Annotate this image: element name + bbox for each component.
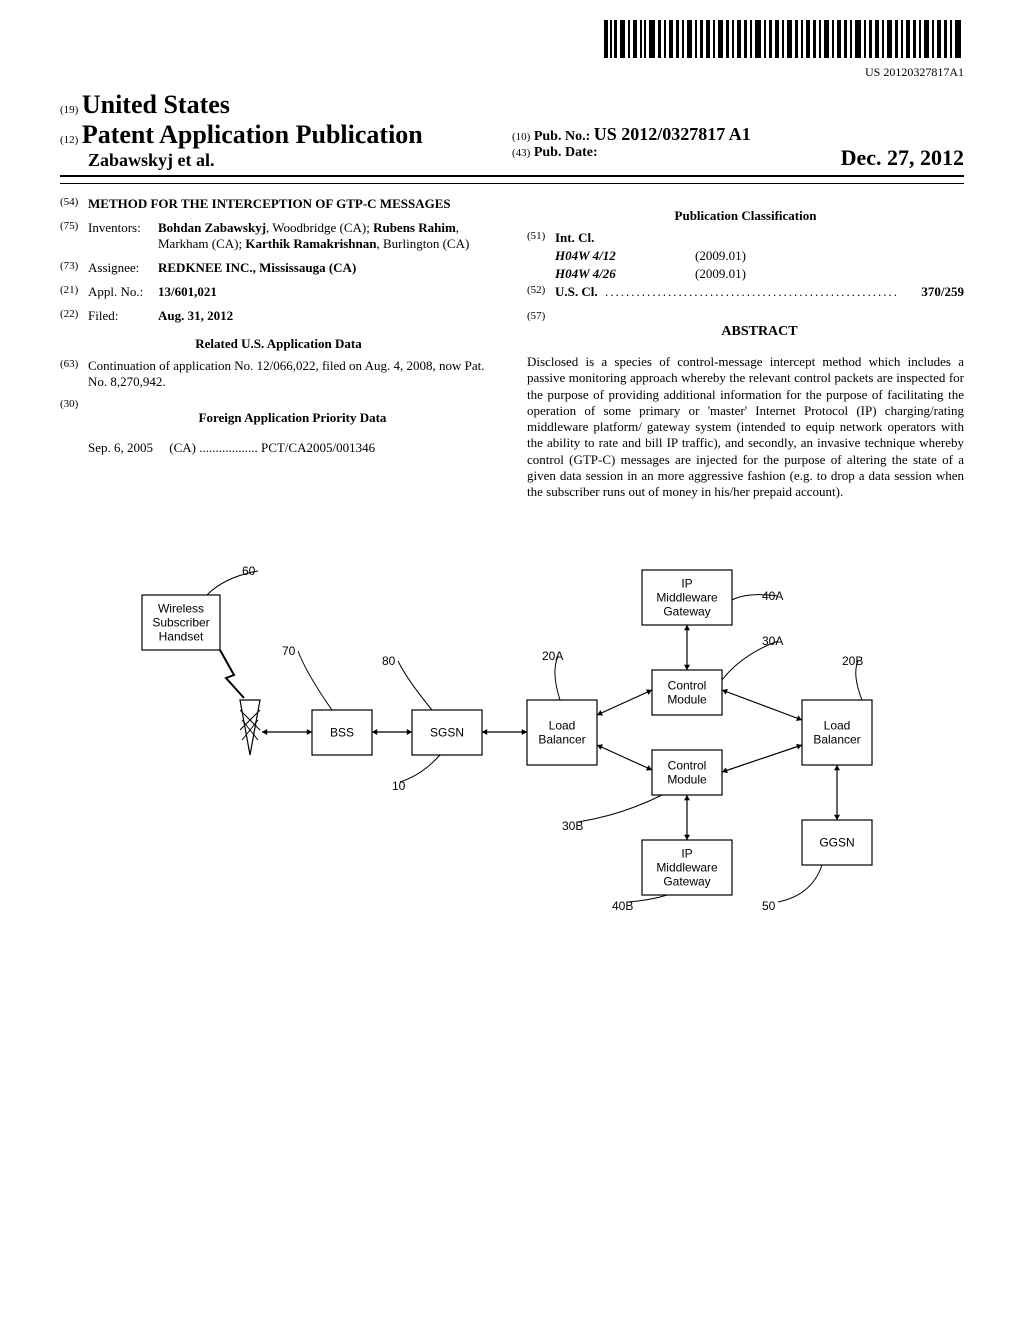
uscl-value: 370/259 [921,284,964,300]
pubdate-label: Pub. Date: [534,145,598,160]
uscl-num: (52) [527,284,555,300]
intcl-year-0: (2009.01) [695,248,746,264]
svg-text:Middleware: Middleware [656,861,718,875]
pubclass-heading: Publication Classification [527,208,964,224]
svg-text:Subscriber: Subscriber [152,616,209,630]
svg-text:40B: 40B [612,899,633,913]
svg-text:Module: Module [667,773,707,787]
inventors-num: (75) [60,220,88,252]
svg-text:Gateway: Gateway [663,875,710,889]
invention-title: METHOD FOR THE INTERCEPTION OF GTP-C MES… [88,196,497,212]
foreign-num: (30) [60,398,88,432]
foreign-value: PCT/CA2005/001346 [261,440,375,455]
svg-text:Load: Load [824,719,851,733]
svg-text:Balancer: Balancer [813,733,860,747]
foreign-country: (CA) [169,440,196,455]
abstract-text: Disclosed is a species of control-messag… [527,354,964,500]
intcl-row-1: H04W 4/26 (2009.01) [527,266,964,282]
svg-text:20B: 20B [842,654,863,668]
filed-label: Filed: [88,308,158,324]
applno-label: Appl. No.: [88,284,158,300]
svg-text:Gateway: Gateway [663,605,710,619]
pubno-label: Pub. No.: [534,129,590,144]
authors: Zabawskyj et al. [88,150,512,171]
svg-text:SGSN: SGSN [430,726,464,740]
svg-text:50: 50 [762,899,776,913]
svg-text:Control: Control [668,759,707,773]
svg-text:BSS: BSS [330,726,354,740]
uscl-label: U.S. Cl. [555,284,598,299]
applno-value: 13/601,021 [158,284,217,299]
inventors-label: Inventors: [88,220,158,252]
pubno-value: US 2012/0327817 A1 [594,124,751,144]
divider [60,183,964,184]
barcode-text: US 20120327817A1 [60,65,964,80]
svg-text:20A: 20A [542,649,563,663]
figure: WirelessSubscriberHandset60BSS70SGSN8010… [60,540,964,940]
filed-num: (22) [60,308,88,324]
abstract-num: (57) [527,310,555,346]
left-column: (54) METHOD FOR THE INTERCEPTION OF GTP-… [60,196,497,500]
applno-num: (21) [60,284,88,300]
cont-text: Continuation of application No. 12/066,0… [88,358,497,390]
svg-text:Control: Control [668,679,707,693]
filed-value: Aug. 31, 2012 [158,308,233,323]
country-num: (19) [60,104,78,116]
svg-text:Balancer: Balancer [538,733,585,747]
country: United States [82,90,230,119]
intcl-year-1: (2009.01) [695,266,746,282]
svg-text:Wireless: Wireless [158,602,204,616]
svg-text:80: 80 [382,654,396,668]
intcl-row-0: H04W 4/12 (2009.01) [527,248,964,264]
uscl-dots: ........................................… [605,284,921,300]
pubdate-num: (43) [512,147,530,159]
foreign-heading: Foreign Application Priority Data [88,410,497,426]
barcode [60,20,964,63]
svg-text:Module: Module [667,693,707,707]
foreign-row: Sep. 6, 2005 (CA) .................. PCT… [88,440,497,456]
foreign-date: Sep. 6, 2005 [88,440,153,455]
pub-title: Patent Application Publication [82,120,423,149]
assignee-label: Assignee: [88,260,158,276]
assignee-num: (73) [60,260,88,276]
svg-text:70: 70 [282,644,296,658]
title-num: (54) [60,196,88,212]
inventors-value: Bohdan Zabawskyj, Woodbridge (CA); Ruben… [158,220,497,252]
svg-text:Middleware: Middleware [656,591,718,605]
pubno-num: (10) [512,131,530,143]
abstract-heading: ABSTRACT [555,324,964,340]
pubdate-value: Dec. 27, 2012 [841,145,964,171]
svg-text:IP: IP [681,847,692,861]
right-column: Publication Classification (51) Int. Cl.… [527,196,964,500]
intcl-code-0: H04W 4/12 [555,248,695,264]
cont-num: (63) [60,358,88,390]
header-block: (19) United States (12) Patent Applicati… [60,90,964,177]
body-columns: (54) METHOD FOR THE INTERCEPTION OF GTP-… [60,196,964,500]
svg-text:30B: 30B [562,819,583,833]
pubtype-num: (12) [60,134,78,146]
related-heading: Related U.S. Application Data [60,336,497,352]
svg-text:Load: Load [549,719,576,733]
assignee-value: REDKNEE INC., Mississauga (CA) [158,260,497,276]
svg-text:40A: 40A [762,589,783,603]
svg-text:60: 60 [242,564,256,578]
intcl-num: (51) [527,230,555,246]
svg-text:Handset: Handset [159,630,204,644]
svg-text:IP: IP [681,577,692,591]
intcl-label: Int. Cl. [555,230,594,245]
svg-text:GGSN: GGSN [819,836,854,850]
intcl-code-1: H04W 4/26 [555,266,695,282]
